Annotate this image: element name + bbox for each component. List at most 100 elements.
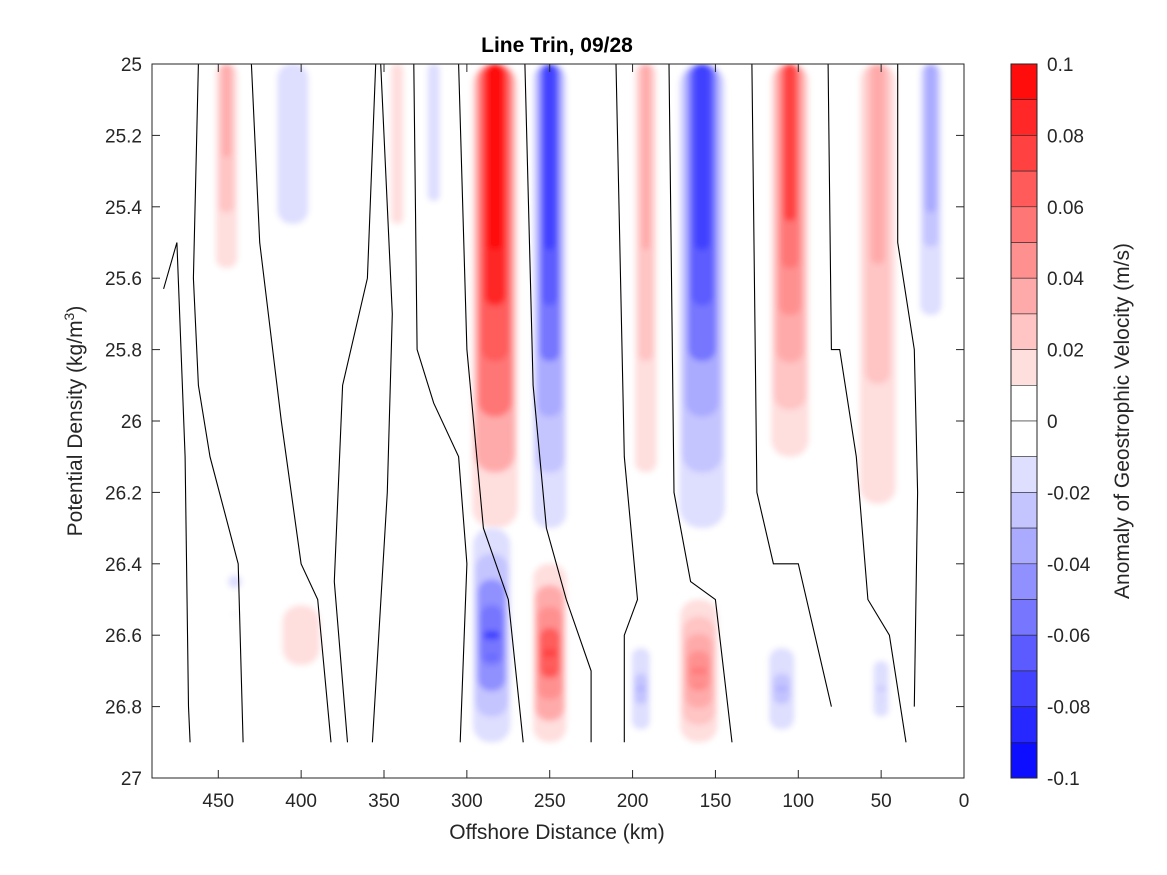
velocity-cell (214, 64, 239, 297)
colorbar-band (1010, 456, 1038, 493)
velocity-cell (472, 64, 518, 529)
y-tick-label: 25.6 (105, 269, 142, 290)
zero-contour-line (897, 64, 919, 707)
velocity-level (641, 64, 650, 250)
velocity-level (774, 686, 789, 691)
y-tick-label: 25.4 (105, 198, 142, 219)
x-tick-label: 100 (782, 791, 814, 812)
colorbar-band (1010, 135, 1038, 172)
y-tick-label: 25 (121, 55, 142, 76)
velocity-level (485, 656, 498, 658)
velocity-level (877, 699, 885, 701)
velocity-level (783, 64, 797, 222)
colorbar-tick-label: -0.02 (1047, 483, 1090, 504)
velocity-level (544, 670, 556, 672)
velocity-level (541, 649, 558, 657)
colorbar-tick-label: 0.08 (1047, 126, 1084, 147)
zero-contour-line (615, 64, 639, 743)
zero-contour-line (413, 64, 468, 743)
x-tick-label: 150 (700, 791, 732, 812)
colorbar-band (1010, 313, 1038, 350)
velocity-level (776, 699, 787, 701)
colorbar-band (1010, 670, 1038, 707)
x-tick-label: 250 (534, 791, 566, 812)
velocity-level (284, 64, 302, 164)
zero-contour-line (371, 64, 393, 743)
velocity-level (544, 64, 556, 250)
colorbar-band (1010, 242, 1038, 279)
colorbar-tick-label: 0.06 (1047, 198, 1084, 219)
colorbar-tick-label: 0.02 (1047, 341, 1084, 362)
colorbar-band (1010, 599, 1038, 636)
colorbar-tick-label: -0.1 (1047, 769, 1080, 790)
velocity-cell (423, 64, 445, 279)
y-axis: 25 25.2 25.4 25.6 25.8 26 26.2 26.4 26.6 26.8 27 (105, 55, 964, 790)
x-axis-title: Offshore Distance (km) (449, 821, 665, 844)
velocity-level (692, 685, 706, 687)
velocity-cell (870, 635, 892, 743)
colorbar-band (1010, 563, 1038, 600)
velocity-level (430, 64, 438, 150)
colorbar-tick-label: -0.04 (1047, 555, 1091, 576)
velocity-cell (767, 635, 797, 743)
y-tick-label: 27 (121, 769, 142, 790)
x-tick-label: 300 (451, 791, 483, 812)
colorbar-band (1010, 63, 1038, 101)
velocity-cell (679, 64, 725, 529)
y-tick-label: 26.4 (105, 555, 142, 576)
y-tick-label: 26.6 (105, 626, 142, 647)
velocity-level (290, 656, 312, 658)
y-tick-label: 26.2 (105, 483, 142, 504)
colorbar-band (1010, 384, 1038, 422)
velocity-level (870, 64, 885, 264)
velocity-cell (633, 64, 659, 529)
velocity-cell (771, 64, 809, 457)
x-axis: 450 400 350 300 250 200 150 100 50 0 (202, 64, 969, 812)
colorbar-band (1010, 492, 1038, 529)
zero-contour-line (250, 64, 332, 743)
colorbar-band (1010, 527, 1038, 565)
velocity-cell (857, 64, 899, 564)
velocity-level (926, 64, 935, 179)
velocity-cell (918, 64, 944, 350)
velocity-level (637, 699, 645, 701)
velocity-level (230, 613, 240, 615)
zero-contour-line (827, 64, 907, 743)
x-tick-label: 400 (285, 791, 317, 812)
colorbar-band (1010, 277, 1038, 315)
colorbar-band (1010, 206, 1038, 243)
velocity-level (690, 668, 708, 674)
colorbar-band (1010, 741, 1038, 779)
velocity-cell (386, 64, 408, 314)
zero-contour-line (524, 64, 592, 743)
colorbar-tick-label: 0.04 (1047, 269, 1084, 290)
colorbar-tick-label: 0 (1047, 412, 1058, 433)
velocity-cell (220, 421, 250, 743)
zero-contour-line (163, 242, 191, 743)
colorbar-band (1010, 420, 1038, 458)
x-tick-label: 50 (871, 791, 892, 812)
velocity-level (286, 630, 316, 640)
y-tick-label: 25.2 (105, 126, 142, 147)
colorbar-band (1010, 99, 1038, 136)
colorbar-frame (1010, 63, 1038, 779)
velocity-cell (533, 64, 567, 529)
y-tick-label: 25.8 (105, 341, 142, 362)
y-axis-title: Potential Density (kg/m3) (61, 306, 87, 537)
zero-contour-line (751, 64, 832, 707)
colorbar: 0.1 0.08 0.06 0.04 0.02 0 -0.02 -0.04 -0.06 -0.08… (1010, 55, 1091, 790)
zero-contour-line (333, 64, 377, 743)
y-tick-label: 26 (121, 412, 142, 433)
zero-contours (163, 64, 919, 743)
zero-contour-line (192, 64, 244, 743)
colorbar-title: Anomaly of Geostrophic Velocity (m/s) (1111, 243, 1134, 599)
velocity-cell (533, 563, 567, 743)
velocity-level (636, 686, 646, 691)
colorbar-band (1010, 170, 1038, 208)
velocity-level (694, 64, 710, 250)
colorbar-band (1010, 349, 1038, 386)
x-tick-label: 350 (368, 791, 400, 812)
y-axis-title-suffix: ) (64, 306, 87, 313)
colorbar-tick-label: 0.1 (1047, 55, 1073, 76)
velocity-cell (270, 528, 333, 743)
